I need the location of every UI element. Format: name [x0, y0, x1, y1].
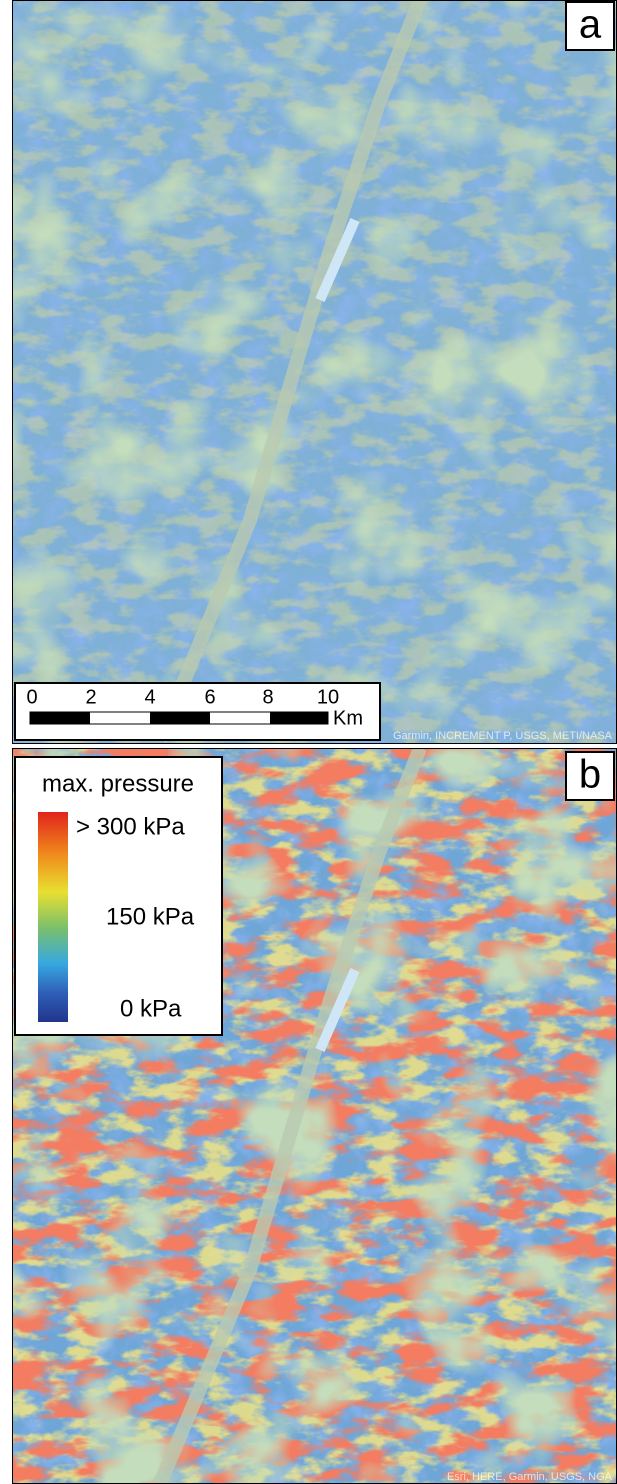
- legend-title: max. pressure: [42, 770, 194, 797]
- terrain: [12, 0, 617, 744]
- attribution: Garmin, INCREMENT P, USGS, METI/NASA: [393, 730, 613, 742]
- scale-segment: [150, 712, 210, 724]
- panel-label: a: [579, 3, 602, 47]
- map-a: [12, 0, 617, 744]
- scale-segment: [30, 712, 90, 724]
- scale-segment: [270, 712, 328, 724]
- scale-bar: 0 2 4 6 8 10 Km: [15, 683, 380, 740]
- scale-label: 0: [26, 686, 37, 708]
- legend-label: > 300 kPa: [76, 813, 185, 840]
- scale-unit: Km: [333, 707, 363, 729]
- attribution: Esri, HERE, Garmin, USGS, NGA: [447, 1471, 613, 1483]
- scale-label: 10: [317, 686, 339, 708]
- legend-label: 0 kPa: [120, 995, 182, 1022]
- scale-label: 6: [204, 686, 215, 708]
- legend-label: 150 kPa: [106, 903, 195, 930]
- scale-label: 8: [262, 686, 273, 708]
- figure: a Garmin, INCREMENT P, USGS, METI/NASA 0…: [0, 0, 617, 1484]
- scale-label: 4: [144, 686, 155, 708]
- legend-colorbar: [38, 812, 68, 1022]
- panel-label: b: [579, 753, 601, 797]
- scale-label: 2: [85, 686, 96, 708]
- legend: max. pressure > 300 kPa 150 kPa 0 kPa: [15, 757, 222, 1035]
